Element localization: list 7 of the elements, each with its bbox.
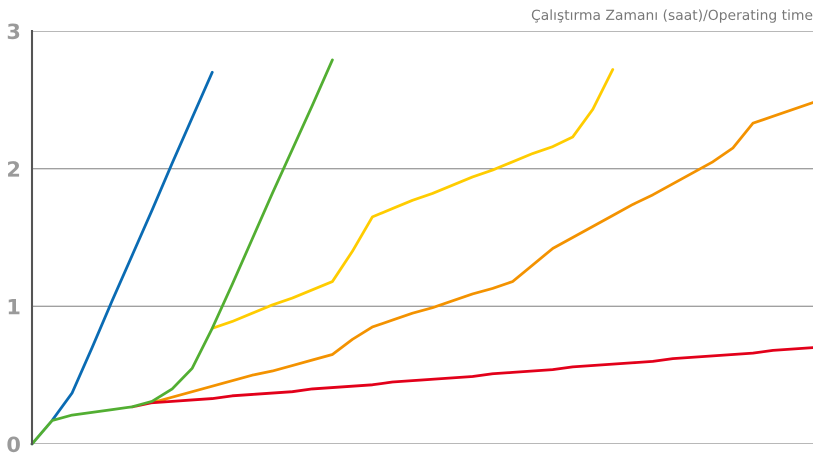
y-tick-label: 0 [7, 436, 20, 452]
x-axis-title: Çalıştırma Zamanı (saat)/Operating time [532, 9, 812, 23]
line-series [30, 58, 334, 446]
y-tick-label: 3 [8, 23, 20, 40]
y-tick-label: 2 [8, 161, 20, 177]
line-series [210, 68, 614, 330]
y-tick-label: 1 [8, 299, 20, 314]
